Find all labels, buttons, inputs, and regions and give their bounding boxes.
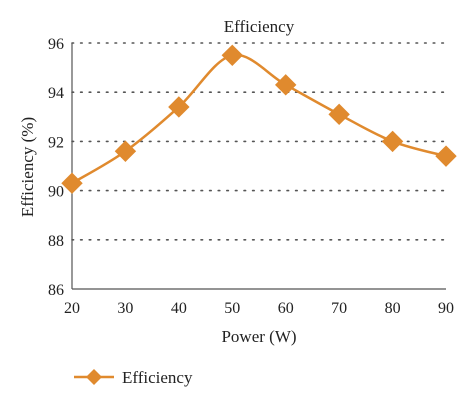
y-tick-label: 96 [48,36,64,53]
x-tick-label: 20 [64,300,80,317]
data-point-marker [61,172,83,194]
legend-diamond-marker [86,369,102,385]
x-tick-label: 50 [224,300,240,317]
data-point-marker [168,96,190,118]
x-tick-label: 40 [171,300,187,317]
y-tick-label: 90 [48,184,64,201]
x-tick-label: 80 [385,300,401,317]
x-tick-label: 90 [438,300,454,317]
data-point-marker [114,140,137,162]
y-tick-label: 86 [48,282,64,299]
y-tick-label: 92 [48,134,64,151]
chart-title: Efficiency [224,17,295,36]
series-efficiency [61,44,457,194]
y-tick-label: 94 [48,85,64,102]
x-tick-labels: 20 30 40 50 60 70 80 90 [64,300,454,317]
x-axis-title: Power (W) [221,327,296,346]
data-point-marker [435,145,457,167]
legend: Efficiency [74,368,193,387]
data-point-marker [381,130,404,153]
x-tick-label: 70 [331,300,347,317]
y-tick-labels: 86 88 90 92 94 96 [48,36,64,299]
data-point-marker [275,74,297,96]
y-tick-label: 88 [48,233,64,250]
y-axis-title: Efficiency (%) [18,117,37,217]
x-tick-label: 30 [117,300,133,317]
data-point-marker [221,44,243,67]
legend-label: Efficiency [122,368,193,387]
series-line [71,53,447,185]
axes [71,43,446,290]
data-point-marker [328,103,350,126]
x-tick-label: 60 [278,300,294,317]
